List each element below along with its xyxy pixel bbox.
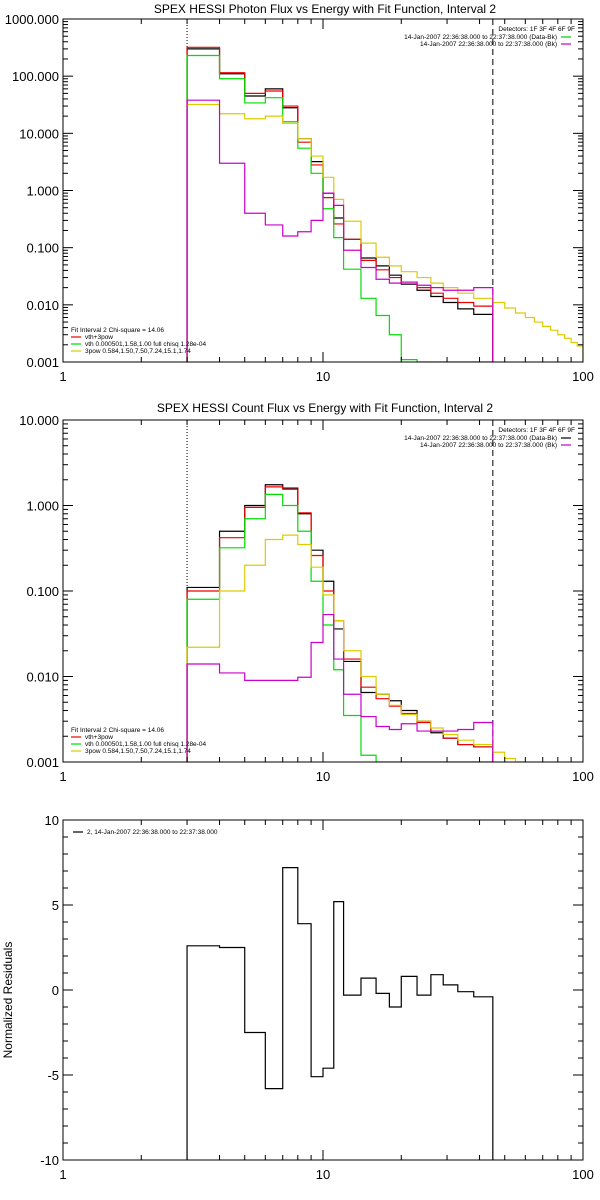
series-4-step-line [186, 613, 494, 762]
residuals-panel: Normalized Residuals 1 10 100 -10 -5 0 5 10 2, 1… [1, 813, 594, 1182]
fit-interval-label: Fit Interval 2 Chi-square = 14.06 [71, 727, 164, 734]
y-tick-label: 0.100 [26, 241, 59, 256]
x-tick-label: 10 [316, 369, 330, 384]
fit-legend-entry: vth 0.000501,1.58,1.00 full chisq 1.28e-… [85, 741, 206, 748]
fit-legend-entry: 3pow 0.584,1.50,7.50,7.24,15.1,1.74 [85, 748, 191, 755]
y-tick-label: 0.010 [26, 670, 59, 685]
series-group [186, 46, 583, 362]
series-2-step-line [186, 493, 493, 762]
fit-legend-entry: vth+3pow [85, 734, 113, 741]
y-tick-label: 0.001 [26, 755, 59, 770]
y-tick-label: 0.100 [26, 584, 59, 599]
detectors-label: Detectors: 1F 3F 4F 6F 9F [498, 26, 575, 33]
series-group [186, 484, 526, 762]
legend-time-entry: 14-Jan-2007 22:36:38.000 to 22:37:38.000… [420, 442, 557, 449]
series-group [186, 867, 494, 1160]
x-tick-label: 100 [572, 369, 594, 384]
y-tick-label: 1000.000 [5, 12, 59, 27]
x-tick-label: 1 [59, 369, 66, 384]
detectors-label: Detectors: 1F 3F 4F 6F 9F [498, 427, 575, 434]
fit-legend-entry: vth+3pow [85, 334, 113, 341]
x-tick-label: 100 [572, 1167, 594, 1182]
residuals-ylabel: Normalized Residuals [1, 942, 15, 1059]
plot-frame [62, 819, 584, 1161]
y-tick-label: 0.010 [26, 298, 59, 313]
count-flux-panel: SPEX HESSI Count Flux vs Energy with Fit… [19, 401, 594, 784]
series-0-step-line [186, 867, 494, 1160]
fit-interval-label: Fit Interval 2 Chi-square = 14.06 [71, 327, 164, 334]
series-3-step-line [186, 103, 583, 362]
x-tick-label: 1 [59, 769, 66, 784]
fit-legend-entry: 3pow 0.584,1.50,7.50,7.24,15.1,1.74 [85, 348, 191, 355]
legend-time-entry: 14-Jan-2007 22:36:38.000 to 22:37:38.000… [420, 41, 557, 48]
y-tick-label: 0.001 [26, 355, 59, 370]
legend-time-entry: 14-Jan-2007 22:36:38.000 to 22:37:38.000… [404, 435, 557, 442]
x-tick-label: 100 [572, 769, 594, 784]
y-tick-label: 10 [45, 813, 59, 828]
series-2-step-line [186, 54, 493, 362]
y-tick-label: 10.000 [19, 126, 59, 141]
legend-time-entry: 14-Jan-2007 22:36:38.000 to 22:37:38.000… [404, 34, 557, 41]
y-tick-label: -10 [40, 1153, 59, 1168]
series-3-step-line [186, 534, 526, 762]
x-tick-label: 1 [59, 1167, 66, 1182]
y-tick-label: -5 [47, 1068, 59, 1083]
count-flux-title: SPEX HESSI Count Flux vs Energy with Fit… [157, 401, 493, 415]
x-tick-label: 10 [316, 1167, 330, 1182]
y-tick-label: 1.000 [26, 499, 59, 514]
x-tick-label: 10 [316, 769, 330, 784]
y-tick-label: 0 [52, 983, 59, 998]
photon-flux-panel: SPEX HESSI Photon Flux vs Energy with Fi… [5, 2, 594, 384]
series-1-step-line [186, 46, 494, 362]
fit-legend-entry: vth 0.000501,1.58,1.00 full chisq 1.28e-… [85, 341, 206, 348]
series-1-step-line [186, 486, 494, 762]
y-tick-label: 5 [52, 898, 59, 913]
photon-flux-title: SPEX HESSI Photon Flux vs Energy with Fi… [154, 2, 496, 16]
series-0-step-line [186, 484, 494, 762]
residual-legend-entry: 2, 14-Jan-2007 22:36:38.000 to 22:37:38.… [87, 829, 218, 836]
y-tick-label: 100.000 [12, 69, 59, 84]
y-tick-label: 1.000 [26, 184, 59, 199]
y-tick-label: 10.000 [19, 413, 59, 428]
series-4-step-line [186, 99, 494, 362]
